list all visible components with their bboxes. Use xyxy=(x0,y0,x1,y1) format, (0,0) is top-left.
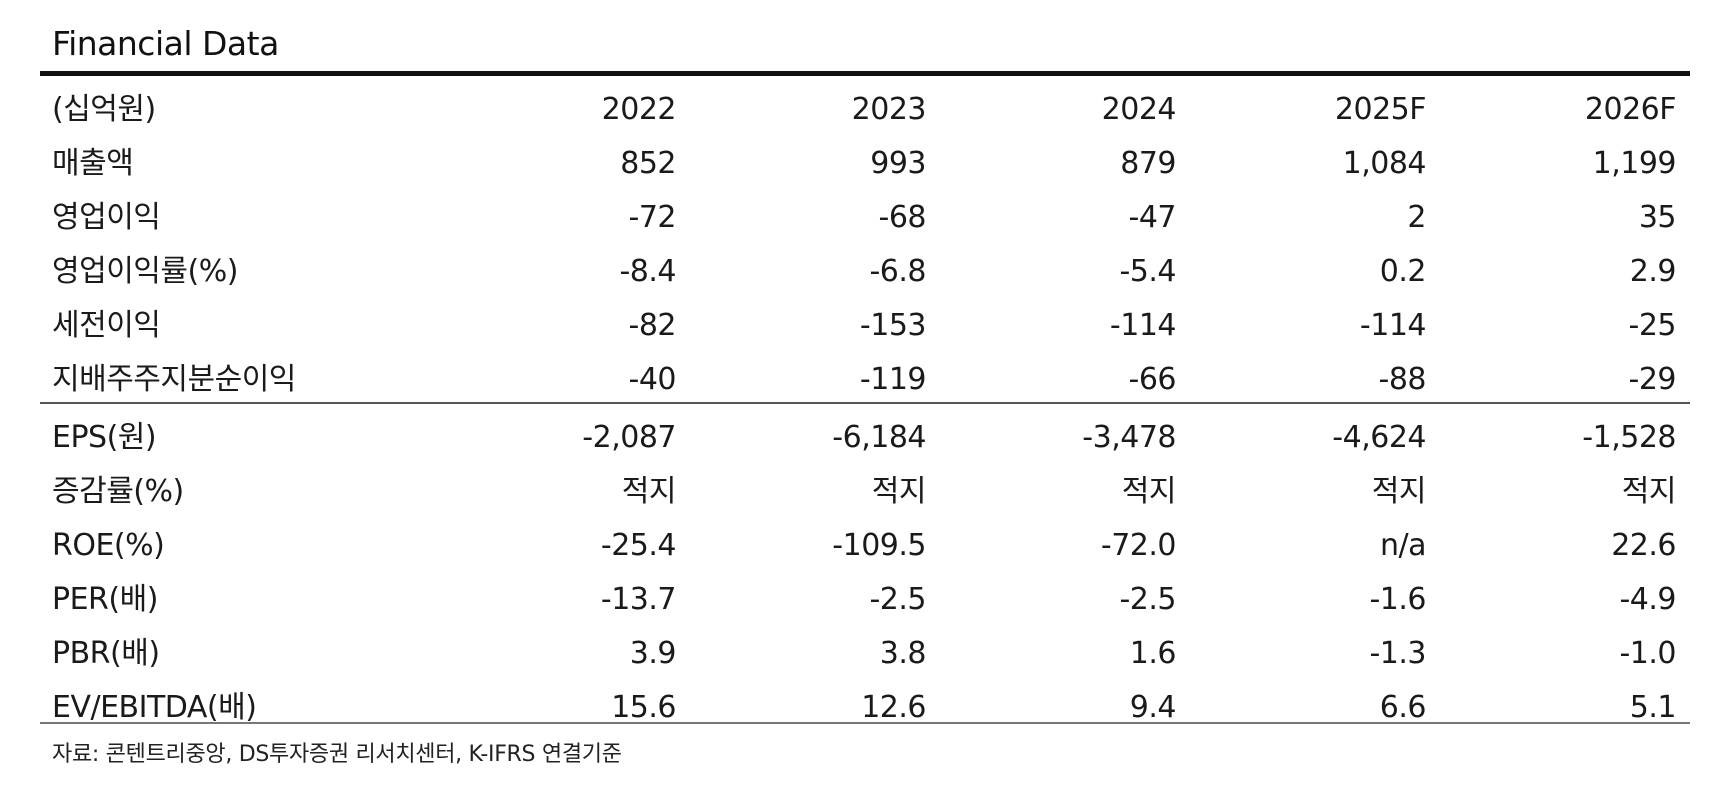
table-row: PBR(배) 3.9 3.8 1.6 -1.3 -1.0 xyxy=(40,627,1690,681)
table-cell: -4,624 xyxy=(1332,420,1426,455)
table-cell: -4.9 xyxy=(1619,582,1676,617)
row-label: 세전이익 xyxy=(52,308,161,343)
table-cell: 35 xyxy=(1638,200,1677,235)
table-row: 영업이익률(%) -8.4 -6.8 -5.4 0.2 2.9 xyxy=(40,245,1690,299)
row-label: 증감률(%) xyxy=(52,474,184,509)
table-cell: -109.5 xyxy=(832,528,926,563)
table-cell: 993 xyxy=(870,146,926,181)
table-cell: -5.4 xyxy=(1119,254,1176,289)
table-cell: 879 xyxy=(1120,146,1176,181)
row-label: EPS(원) xyxy=(52,420,157,455)
table-cell: 3.8 xyxy=(879,636,927,671)
table-cell: 6.6 xyxy=(1379,690,1427,725)
year-header: 2024 xyxy=(1101,92,1177,127)
table-cell: -6,184 xyxy=(832,420,926,455)
table-cell: 2 xyxy=(1407,200,1426,235)
table-cell: -72.0 xyxy=(1100,528,1177,563)
table-cell: -3,478 xyxy=(1082,420,1176,455)
table-cell: 1,199 xyxy=(1592,146,1677,181)
table-cell: -2.5 xyxy=(869,582,926,617)
group-divider xyxy=(40,402,1690,404)
table-cell: -1.6 xyxy=(1369,582,1426,617)
table-cell: 1,084 xyxy=(1342,146,1427,181)
row-label: 영업이익률(%) xyxy=(52,254,238,289)
table-cell: 852 xyxy=(620,146,676,181)
row-label: EV/EBITDA(배) xyxy=(52,690,257,725)
table-cell: -2,087 xyxy=(582,420,676,455)
table-row: EPS(원) -2,087 -6,184 -3,478 -4,624 -1,528 xyxy=(40,411,1690,465)
year-header: 2025F xyxy=(1334,92,1427,127)
table-cell: -1.3 xyxy=(1369,636,1426,671)
table-cell: -47 xyxy=(1128,200,1177,235)
source-note: 자료: 콘텐트리중앙, DS투자증권 리서치센터, K-IFRS 연결기준 xyxy=(52,742,622,767)
table-row: 세전이익 -82 -153 -114 -114 -25 xyxy=(40,299,1690,353)
table-row: 증감률(%) 적지 적지 적지 적지 적지 xyxy=(40,465,1690,519)
table-row: PER(배) -13.7 -2.5 -2.5 -1.6 -4.9 xyxy=(40,573,1690,627)
year-header: 2022 xyxy=(601,92,677,127)
table-row: 지배주주지분순이익 -40 -119 -66 -88 -29 xyxy=(40,353,1690,407)
row-label: PER(배) xyxy=(52,582,158,617)
table-cell: 15.6 xyxy=(611,690,676,725)
table-cell: 3.9 xyxy=(629,636,677,671)
table-cell: -6.8 xyxy=(869,254,926,289)
financial-table: (십억원) 2022 2023 2024 2025F 2026F 매출액 852 993 879 1… xyxy=(40,83,1690,735)
row-label: 매출액 xyxy=(52,146,134,181)
header-row: (십억원) 2022 2023 2024 2025F 2026F xyxy=(40,83,1690,137)
table-cell: -1,528 xyxy=(1582,420,1676,455)
table-title: Financial Data xyxy=(52,24,279,63)
table-cell: -25.4 xyxy=(600,528,677,563)
row-label: 지배주주지분순이익 xyxy=(52,362,296,397)
table-cell: -40 xyxy=(628,362,677,397)
table-cell: -119 xyxy=(859,362,927,397)
table-row: 영업이익 -72 -68 -47 2 35 xyxy=(40,191,1690,245)
table-cell: n/a xyxy=(1379,528,1427,563)
year-header: 2023 xyxy=(851,92,927,127)
table-cell: 적지 xyxy=(871,474,927,509)
table-cell: -82 xyxy=(628,308,677,343)
table-cell: 0.2 xyxy=(1379,254,1427,289)
table-cell: -114 xyxy=(1359,308,1427,343)
table-cell: -13.7 xyxy=(600,582,677,617)
year-header: 2026F xyxy=(1584,92,1677,127)
table-cell: -25 xyxy=(1628,308,1677,343)
table-cell: -153 xyxy=(859,308,927,343)
table-cell: 12.6 xyxy=(861,690,926,725)
table-cell: -88 xyxy=(1378,362,1427,397)
table-cell: 1.6 xyxy=(1129,636,1177,671)
table-cell: -68 xyxy=(878,200,927,235)
table-cell: 적지 xyxy=(1621,474,1677,509)
table-cell: -29 xyxy=(1628,362,1677,397)
row-label: ROE(%) xyxy=(52,528,165,563)
table-cell: 22.6 xyxy=(1611,528,1676,563)
table-row: EV/EBITDA(배) 15.6 12.6 9.4 6.6 5.1 xyxy=(40,681,1690,735)
table-cell: -8.4 xyxy=(619,254,676,289)
row-label: PBR(배) xyxy=(52,636,160,671)
unit-label: (십억원) xyxy=(52,92,156,127)
row-label: 영업이익 xyxy=(52,200,161,235)
table-cell: -114 xyxy=(1109,308,1177,343)
table-cell: 9.4 xyxy=(1129,690,1177,725)
table-cell: 2.9 xyxy=(1629,254,1677,289)
table-cell: 적지 xyxy=(1371,474,1427,509)
table-cell: -1.0 xyxy=(1619,636,1676,671)
table-cell: -2.5 xyxy=(1119,582,1176,617)
table-row: ROE(%) -25.4 -109.5 -72.0 n/a 22.6 xyxy=(40,519,1690,573)
table-row: 매출액 852 993 879 1,084 1,199 xyxy=(40,137,1690,191)
top-rule xyxy=(40,71,1690,76)
bottom-rule xyxy=(40,722,1690,724)
table-cell: -72 xyxy=(628,200,677,235)
table-cell: 적지 xyxy=(621,474,677,509)
table-cell: -66 xyxy=(1128,362,1177,397)
table-cell: 적지 xyxy=(1121,474,1177,509)
table-cell: 5.1 xyxy=(1629,690,1677,725)
